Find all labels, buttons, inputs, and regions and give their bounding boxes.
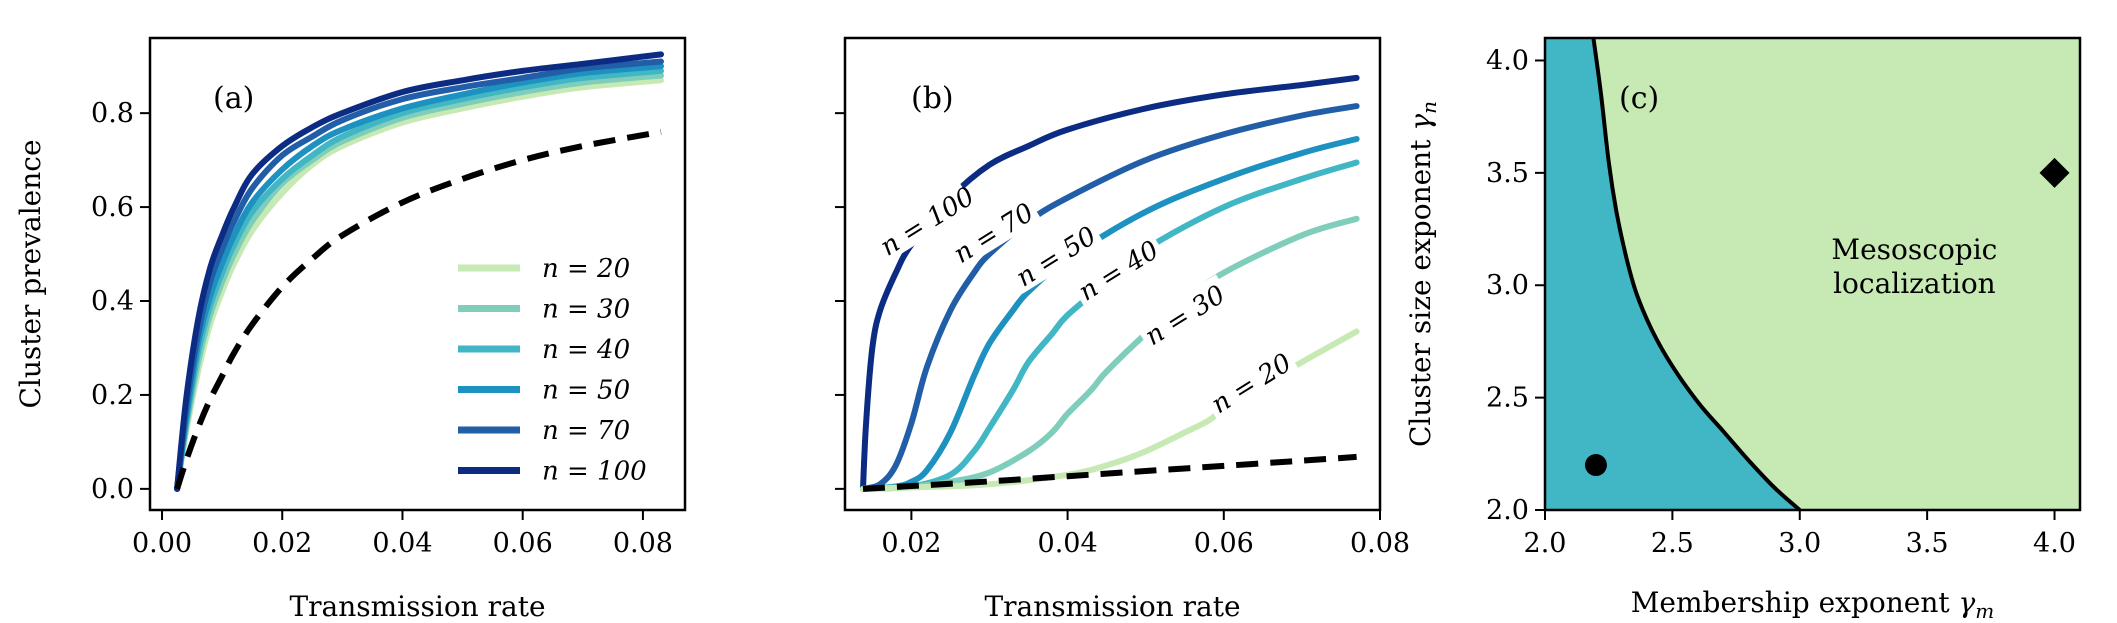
panel-a-x-tick-label: 0.02 xyxy=(252,528,312,559)
panel-a-ticks: 0.00 0.02 0.04 0.06 0.08 0.0 0.2 0.4 0.6 0.8 xyxy=(91,98,673,559)
boundary-line xyxy=(1591,38,1802,510)
panel-c-y-axis-label-subscript: n xyxy=(1417,101,1441,114)
panel-c-y-axis-label-symbol: γ xyxy=(1404,114,1437,131)
panel-a-y-tick-label: 0.4 xyxy=(91,286,134,317)
panel-c-x-axis-label-subscript: m xyxy=(1975,599,1994,623)
curve-label-background xyxy=(1134,274,1233,353)
panel-c-region-label-line1: Mesoscopic xyxy=(1831,233,1997,266)
panel-b-ticks: 0.02 0.04 0.06 0.08 xyxy=(835,112,1410,559)
panel-c-x-axis-label: Membership exponent γm xyxy=(1631,586,1995,623)
panel-b-x-tick-label: 0.04 xyxy=(1038,528,1098,559)
panel-c-y-axis-label-text: Cluster size exponent xyxy=(1404,131,1437,447)
panel-a-y-tick-label: 0.8 xyxy=(91,98,134,129)
panel-b-frame xyxy=(843,36,1382,512)
panel-c-y-axis-label: Cluster size exponent γn xyxy=(1404,101,1441,447)
panel-c-x-tick-label: 2.5 xyxy=(1651,528,1694,559)
curve-label-background xyxy=(1200,342,1300,421)
legend-label: n = 100 xyxy=(542,457,647,487)
region-left xyxy=(1545,38,1800,510)
legend-label: n = 50 xyxy=(542,376,630,406)
legend-label: n = 40 xyxy=(542,335,630,365)
panel-b-x-tick-label: 0.02 xyxy=(881,528,941,559)
marker-diamond xyxy=(2039,157,2070,188)
panel-b-series-line-n-100 xyxy=(860,74,1360,492)
panel-c-region-label-line2: localization xyxy=(1833,267,1996,300)
panel-c-ticks: 2.0 2.5 3.0 3.5 4.0 2.0 2.5 3.0 3.5 4.0 xyxy=(1486,45,2076,559)
panel-a-legend: n = 20 n = 30 n = 40 n = 50 n = 70 n = 100 xyxy=(458,254,647,487)
curve-label-background xyxy=(876,180,976,259)
panel-a-frame xyxy=(148,36,687,512)
panel-c-x-tick-label: 3.5 xyxy=(1906,528,1949,559)
panel-a-x-tick-label: 0.06 xyxy=(493,528,553,559)
panel-c-x-axis-label-symbol: γ xyxy=(1959,586,1976,619)
panel-a-y-tick-label: 0.0 xyxy=(91,474,134,505)
panel-b-x-tick-label: 0.08 xyxy=(1350,528,1410,559)
panel-b-x-tick-label: 0.06 xyxy=(1194,528,1254,559)
panel-a-y-tick-label: 0.2 xyxy=(91,380,134,411)
panel-b-series-line-n-70 xyxy=(860,103,1360,492)
legend-label: n = 30 xyxy=(542,295,630,325)
panel-c-y-tick-label: 3.0 xyxy=(1486,270,1529,301)
panel-b-series-line-baseline xyxy=(862,453,1357,492)
panel-a-x-axis-label: Transmission rate xyxy=(289,590,545,623)
panel-b-x-axis-label: Transmission rate xyxy=(984,590,1240,623)
curve-label-background xyxy=(1068,229,1167,308)
legend-label: n = 20 xyxy=(542,254,630,284)
panel-a-plot-area xyxy=(174,51,664,492)
panel-b-series-line-n-50 xyxy=(860,136,1360,492)
panel-c: 2.0 2.5 3.0 3.5 4.0 2.0 2.5 3.0 3.5 4.0 (c) Mesos… xyxy=(1404,36,2082,623)
panel-a-y-tick-label: 0.6 xyxy=(91,192,134,223)
panel-c-plot-area xyxy=(1545,38,2080,510)
panel-a-series-line-baseline xyxy=(174,128,662,490)
panel-b-series-line-n-30 xyxy=(860,215,1360,492)
panel-a-x-tick-label: 0.08 xyxy=(613,528,673,559)
panel-b-series-line-n-40 xyxy=(860,159,1360,492)
panel-c-y-tick-label: 4.0 xyxy=(1486,45,1529,76)
panel-c-x-axis-label-text: Membership exponent xyxy=(1631,586,1959,619)
panel-c-frame xyxy=(1543,36,2082,512)
panel-a-x-tick-label: 0.04 xyxy=(372,528,432,559)
panel-c-x-tick-label: 4.0 xyxy=(2033,528,2076,559)
panel-c-y-tick-label: 3.5 xyxy=(1486,158,1529,189)
curve-label-background xyxy=(943,192,1042,271)
panel-c-x-tick-label: 2.0 xyxy=(1524,528,1567,559)
panel-a-x-tick-label: 0.00 xyxy=(132,528,192,559)
panel-b-label: (b) xyxy=(911,81,954,116)
panel-c-y-tick-label: 2.0 xyxy=(1486,495,1529,526)
curve-label-background xyxy=(1005,215,1105,294)
panel-a: 0.00 0.02 0.04 0.06 0.080.00.20.40.60.8 (a) … xyxy=(14,36,687,623)
marker-circle xyxy=(1584,454,1607,477)
panel-a-label: (a) xyxy=(213,81,254,116)
legend-label: n = 70 xyxy=(542,416,630,446)
panel-c-label: (c) xyxy=(1619,81,1659,116)
panel-c-y-tick-label: 2.5 xyxy=(1486,383,1529,414)
panel-a-y-axis-label: Cluster prevalence xyxy=(14,139,47,408)
panel-a-series-line-n-100 xyxy=(174,51,664,492)
panel-c-x-tick-label: 3.0 xyxy=(1778,528,1821,559)
